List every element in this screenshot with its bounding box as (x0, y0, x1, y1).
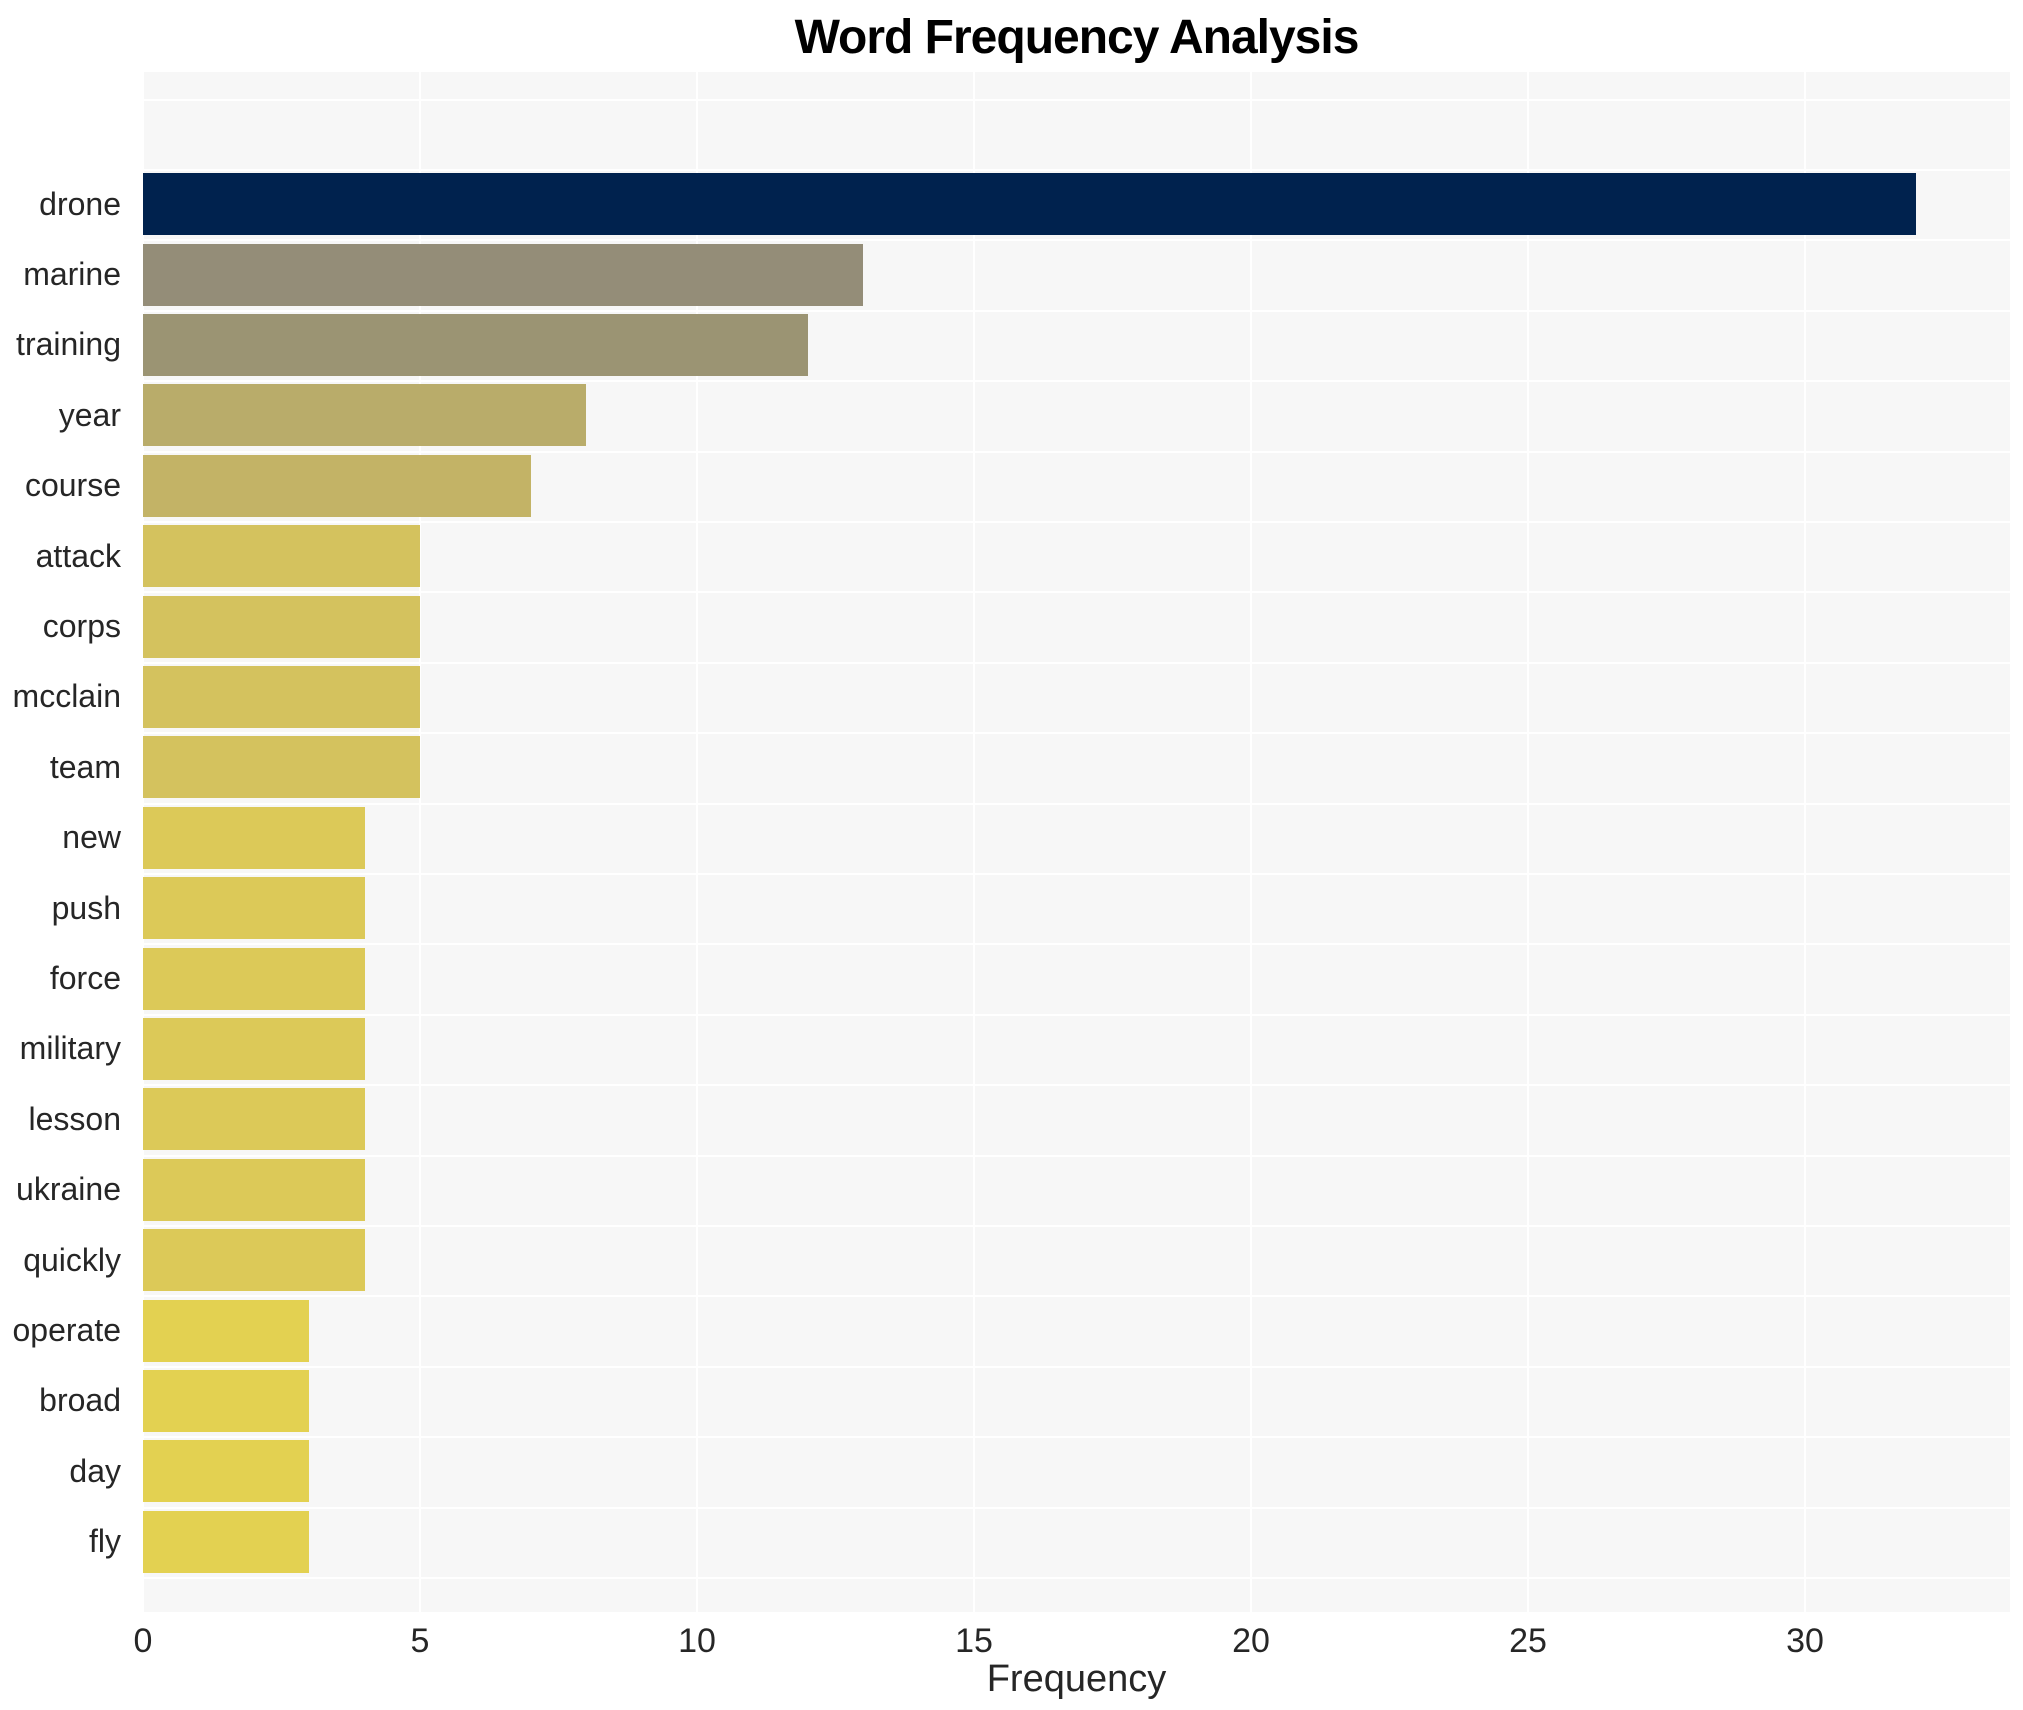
x-tick-label-20: 20 (1232, 1622, 1270, 1660)
vertical-gridline-10 (696, 72, 698, 1612)
horizontal-gridline (143, 732, 2010, 735)
horizontal-gridline (143, 1436, 2010, 1439)
bar-operate (143, 1299, 310, 1362)
bar-lesson (143, 1088, 365, 1151)
horizontal-gridline (143, 1013, 2010, 1016)
x-tick-label-0: 0 (133, 1622, 153, 1660)
bar-year (143, 384, 587, 447)
bar-fly (143, 1510, 310, 1573)
bar-attack (143, 525, 420, 588)
horizontal-gridline (143, 309, 2010, 312)
bar-ukraine (143, 1158, 365, 1221)
horizontal-gridline (143, 1365, 2010, 1368)
y-tick-label-new: new (62, 819, 121, 856)
vertical-gridline-20 (1250, 72, 1252, 1612)
bar-training (143, 314, 808, 376)
horizontal-gridline (143, 1506, 2010, 1509)
y-tick-label-ukraine: ukraine (16, 1171, 121, 1208)
x-axis-title: Frequency (986, 1658, 1167, 1700)
y-tick-label-attack: attack (35, 537, 121, 574)
y-tick-label-year: year (58, 396, 121, 433)
bar-mcclain (143, 666, 420, 728)
y-tick-label-team: team (49, 748, 121, 785)
x-tick-label-25: 25 (1509, 1622, 1547, 1660)
bar-push (143, 877, 365, 940)
y-tick-label-broad: broad (39, 1382, 121, 1419)
vertical-gridline-5 (419, 72, 421, 1612)
horizontal-gridline (143, 239, 2010, 242)
bar-corps (143, 595, 420, 658)
y-tick-label-quickly: quickly (23, 1241, 121, 1278)
x-tick-label-15: 15 (955, 1622, 993, 1660)
y-tick-label-corps: corps (42, 608, 121, 645)
y-tick-label-operate: operate (12, 1312, 121, 1349)
horizontal-gridline (143, 661, 2010, 664)
y-tick-label-marine: marine (23, 256, 121, 293)
x-tick-label-5: 5 (410, 1622, 430, 1660)
y-tick-label-training: training (16, 326, 121, 363)
horizontal-gridline (143, 591, 2010, 594)
bar-marine (143, 243, 864, 306)
bar-force (143, 947, 365, 1010)
bar-military (143, 1018, 365, 1080)
vertical-gridline-25 (1527, 72, 1529, 1612)
horizontal-gridline (143, 802, 2010, 805)
horizontal-gridline (143, 169, 2010, 171)
vertical-gridline-15 (973, 72, 975, 1612)
x-tick-label-30: 30 (1786, 1622, 1824, 1660)
y-tick-label-mcclain: mcclain (12, 678, 121, 715)
horizontal-gridline (143, 943, 2010, 946)
y-tick-label-force: force (49, 960, 121, 997)
horizontal-gridline (143, 521, 2010, 523)
horizontal-gridline (143, 1084, 2010, 1087)
y-tick-label-course: course (24, 467, 121, 504)
bar-new (143, 806, 365, 869)
bar-team (143, 736, 420, 799)
x-tick-label-10: 10 (678, 1622, 716, 1660)
y-tick-label-push: push (51, 889, 121, 926)
vertical-gridline-30 (1804, 72, 1807, 1612)
y-tick-label-day: day (69, 1452, 121, 1489)
horizontal-gridline (143, 873, 2010, 875)
horizontal-gridline (143, 380, 2010, 383)
bar-quickly (143, 1229, 365, 1292)
y-tick-label-drone: drone (39, 185, 121, 222)
plot-area (142, 72, 2010, 1612)
chart-title: Word Frequency Analysis (794, 11, 1360, 64)
bar-day (143, 1440, 310, 1503)
horizontal-gridline (143, 98, 2010, 101)
horizontal-gridline (143, 1154, 2010, 1157)
horizontal-gridline (143, 1295, 2010, 1298)
bar-broad (143, 1370, 310, 1432)
horizontal-gridline (143, 450, 2010, 453)
y-tick-label-fly: fly (89, 1523, 121, 1560)
y-tick-label-military: military (19, 1030, 121, 1067)
bar-course (143, 454, 531, 517)
horizontal-gridline (143, 1577, 2010, 1579)
bar-drone (143, 173, 1916, 236)
horizontal-gridline (143, 1225, 2010, 1227)
y-tick-label-lesson: lesson (28, 1100, 122, 1137)
